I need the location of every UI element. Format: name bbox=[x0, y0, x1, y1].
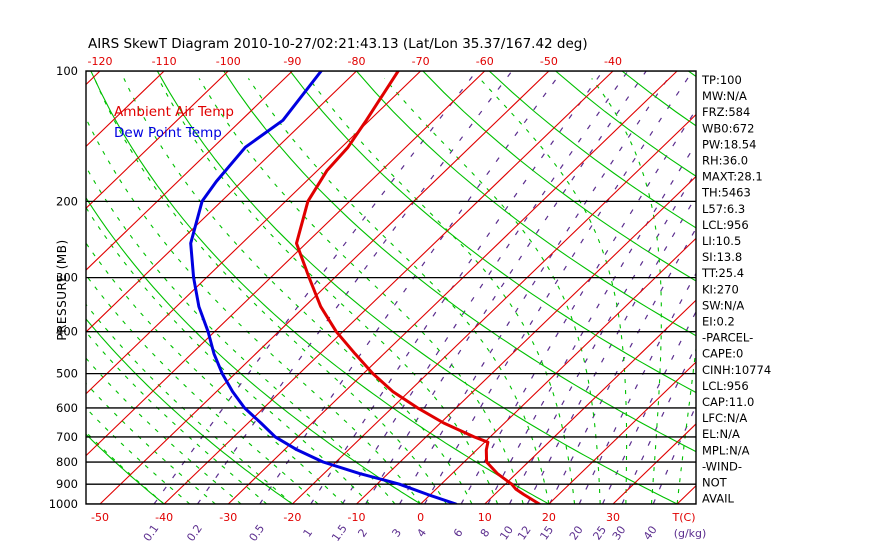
parameter-swna: SW:N/A bbox=[702, 298, 744, 312]
pressure-tick-700: 700 bbox=[56, 430, 78, 444]
legend-ambient-air-temp: Ambient Air Temp bbox=[114, 104, 234, 120]
parameter-si138: SI:13.8 bbox=[702, 250, 742, 264]
parameter-list: TP:100 MW:N/A FRZ:584 WB0:672 PW:18.54 RH:36.… bbox=[701, 73, 771, 506]
top-temp-tick--90: -90 bbox=[283, 55, 301, 68]
parameter-not: NOT bbox=[702, 476, 728, 490]
parameter-pw1854: PW:18.54 bbox=[702, 137, 756, 151]
top-temp-tick--80: -80 bbox=[348, 55, 366, 68]
page-title: AIRS SkewT Diagram 2010-10-27/02:21:43.1… bbox=[88, 36, 588, 52]
parameter-th5463: TH:5463 bbox=[701, 186, 751, 200]
top-temp-tick--60: -60 bbox=[476, 55, 494, 68]
parameter-cinh10774: CINH:10774 bbox=[702, 363, 771, 377]
pressure-axis-labels: 100 200 300 400 500 600 700 800 900 1000 bbox=[49, 64, 78, 511]
pressure-axis-title: PRESSURE (MB) bbox=[55, 239, 69, 340]
plot-border bbox=[85, 70, 697, 505]
pressure-tick-900: 900 bbox=[56, 477, 78, 491]
parameter-lcl956: LCL:956 bbox=[702, 218, 749, 232]
parameter-ki270: KI:270 bbox=[702, 282, 739, 296]
sounding-curve-ambient bbox=[295, 71, 541, 504]
parameter-lcl956: LCL:956 bbox=[702, 379, 749, 393]
pressure-tick-100: 100 bbox=[56, 64, 78, 78]
bottom-temp-tick-30: 30 bbox=[606, 511, 620, 524]
parameter-tp100: TP:100 bbox=[701, 73, 742, 87]
parameter-mplna: MPL:N/A bbox=[702, 443, 750, 457]
bottom-temp-tick-10: 10 bbox=[478, 511, 492, 524]
sounding-curves bbox=[189, 71, 541, 504]
top-temp-tick--110: -110 bbox=[152, 55, 177, 68]
pressure-tick-600: 600 bbox=[56, 401, 78, 415]
top-temp-tick--100: -100 bbox=[216, 55, 241, 68]
bottom-temp-tick-20: 20 bbox=[542, 511, 556, 524]
bottom-temp-tick--50: -50 bbox=[91, 511, 109, 524]
parameter-elna: EL:N/A bbox=[702, 427, 740, 441]
parameter-ei02: EI:0.2 bbox=[702, 315, 735, 329]
pressure-tick-200: 200 bbox=[56, 194, 78, 208]
top-temp-tick--70: -70 bbox=[412, 55, 430, 68]
parameter-avail: AVAIL bbox=[702, 492, 735, 506]
top-temp-tick--50: -50 bbox=[540, 55, 558, 68]
parameter-rh360: RH:36.0 bbox=[702, 154, 748, 168]
pressure-tick-1000: 1000 bbox=[49, 497, 78, 511]
parameter-mwna: MW:N/A bbox=[702, 89, 747, 103]
bottom-temp-tick--10: -10 bbox=[348, 511, 366, 524]
parameter-l5763: L57:6.3 bbox=[702, 202, 745, 216]
parameter-cape0: CAPE:0 bbox=[702, 347, 743, 361]
pressure-tick-300: 300 bbox=[56, 271, 78, 285]
isotherm-lines bbox=[86, 71, 696, 504]
bottom-temp-tick--20: -20 bbox=[283, 511, 301, 524]
bottom-temp-tick--30: -30 bbox=[219, 511, 237, 524]
sounding-curve-dewpoint bbox=[189, 71, 458, 504]
parameter-parcel: -PARCEL- bbox=[702, 331, 753, 345]
parameter-wb0672: WB0:672 bbox=[702, 121, 754, 135]
isobar-lines bbox=[86, 71, 696, 504]
parameter-tt254: TT:25.4 bbox=[701, 266, 744, 280]
parameter-frz584: FRZ:584 bbox=[702, 105, 750, 119]
parameter-wind: -WIND- bbox=[702, 459, 742, 473]
bottom-temp-tick--40: -40 bbox=[155, 511, 173, 524]
legend-dew-point-temp: Dew Point Temp bbox=[114, 125, 222, 141]
parameter-maxt281: MAXT:28.1 bbox=[702, 170, 763, 184]
mixing-ratio-unit-label: (g/kg) bbox=[674, 527, 707, 540]
parameter-cap110: CAP:11.0 bbox=[702, 395, 754, 409]
dry-adiabat-lines bbox=[86, 71, 696, 504]
top-temperature-axis: -120 -110 -100 -90 -80 -70 -60 -50 -40 bbox=[88, 55, 622, 68]
parameter-li105: LI:10.5 bbox=[702, 234, 741, 248]
pressure-tick-400: 400 bbox=[56, 325, 78, 339]
temperature-unit-label: T(C) bbox=[672, 511, 696, 524]
bottom-temp-tick-0: 0 bbox=[417, 511, 424, 524]
bottom-temperature-axis: -50 -40 -30 -20 -10 0 10 20 30 T(C) bbox=[91, 511, 695, 524]
parameter-lfcna: LFC:N/A bbox=[702, 411, 747, 425]
pressure-tick-800: 800 bbox=[56, 455, 78, 469]
top-temp-tick--40: -40 bbox=[604, 55, 622, 68]
pressure-tick-500: 500 bbox=[56, 367, 78, 381]
top-temp-tick--120: -120 bbox=[88, 55, 113, 68]
